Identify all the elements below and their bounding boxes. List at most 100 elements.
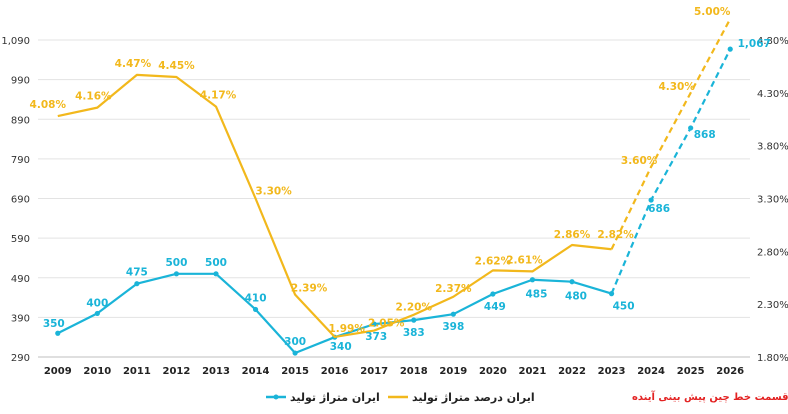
right-axis-tick: 1.80% (757, 353, 788, 364)
data-label-gold: 5.00% (694, 6, 731, 18)
left-axis: 1,090 990 890 790 690 590 490 390 290 (1, 36, 750, 364)
data-label-blue: 400 (86, 297, 108, 309)
data-point-blue (55, 330, 61, 336)
x-tick: 2013 (202, 366, 230, 377)
data-point-blue (529, 277, 536, 283)
x-tick: 2024 (637, 366, 665, 377)
x-tick: 2025 (677, 366, 705, 377)
data-label-blue: 383 (403, 327, 425, 339)
data-point-blue (94, 310, 100, 317)
x-tick: 2010 (83, 366, 111, 377)
forecast-note: قسمت خط چین پیش بینی آینده (632, 390, 788, 403)
x-tick: 2019 (439, 366, 467, 377)
data-labels: 350 400 475 500 500 410 300 340 373 383 398 449 485 4… (30, 6, 771, 353)
data-label-blue: 868 (694, 129, 716, 141)
data-point-blue (134, 281, 140, 287)
left-axis-tick: 390 (11, 313, 30, 324)
data-label-gold: 4.30% (658, 81, 695, 93)
x-tick: 2012 (163, 366, 191, 377)
left-axis-tick: 790 (11, 155, 30, 166)
data-label-gold: 2.20% (396, 302, 433, 314)
x-axis: 2009 2010 2011 2012 2013 2014 2015 2016 2017 2018… (38, 356, 750, 377)
series-forecast-gold (610, 18, 732, 250)
data-label-gold: 2.62% (475, 255, 512, 267)
right-axis-tick: 2.80% (757, 247, 788, 258)
data-label-gold: 1.99% (328, 323, 365, 335)
data-point-blue (648, 197, 654, 203)
x-tick: 2016 (321, 366, 349, 377)
data-label-blue: 449 (484, 301, 506, 313)
data-label-gold: 2.82% (597, 229, 634, 241)
left-axis-tick: 690 (11, 195, 30, 206)
data-point-blue (727, 46, 733, 52)
x-tick: 2018 (400, 366, 428, 377)
data-label-gold: 3.60% (621, 155, 658, 167)
legend-marker-blue (273, 394, 279, 400)
data-label-blue: 410 (245, 292, 267, 304)
right-axis-tick: 3.80% (757, 142, 788, 153)
left-axis-tick: 890 (11, 115, 30, 126)
data-label-blue: 475 (126, 267, 148, 279)
data-label-gold: 2.39% (291, 283, 328, 295)
left-axis-tick: 990 (11, 76, 30, 87)
x-tick: 2009 (44, 366, 72, 377)
data-label-gold: 2.37% (435, 283, 472, 295)
data-label-blue: 480 (565, 291, 587, 303)
right-axis-tick: 4.80% (757, 36, 788, 47)
left-axis-tick: 290 (11, 353, 30, 364)
data-label-blue: 1,067 (738, 38, 771, 50)
x-tick: 2021 (519, 366, 547, 377)
x-tick: 2026 (716, 366, 744, 377)
series-forecast-blue (610, 48, 732, 295)
data-label-gold: 4.16% (75, 91, 112, 103)
data-point-blue (490, 291, 496, 297)
legend-item-production-area: ایران متراژ تولید (290, 391, 380, 404)
left-axis-tick: 590 (11, 234, 30, 245)
right-axis-tick: 2.30% (757, 300, 788, 311)
data-point-blue (213, 271, 219, 277)
x-tick: 2023 (598, 366, 626, 377)
legend-item-production-share: ایران درصد متراژ تولید (412, 391, 535, 404)
data-label-blue: 485 (525, 289, 547, 301)
data-label-blue: 686 (648, 203, 670, 215)
series-line-gold (57, 73, 612, 339)
data-label-blue: 373 (365, 331, 387, 343)
x-tick: 2011 (123, 366, 151, 377)
x-tick: 2020 (479, 366, 507, 377)
data-label-gold: 3.30% (255, 186, 292, 198)
data-label-gold: 2.05% (368, 318, 405, 330)
data-label-gold: 4.45% (158, 60, 195, 72)
x-tick: 2014 (242, 366, 270, 377)
x-tick: 2015 (281, 366, 309, 377)
data-point-blue (252, 306, 259, 313)
data-label-blue: 350 (43, 318, 65, 330)
data-label-gold: 4.17% (200, 90, 237, 102)
data-point-blue (411, 317, 417, 323)
data-label-blue: 340 (330, 341, 352, 353)
x-tick: 2017 (360, 366, 388, 377)
data-label-blue: 450 (613, 301, 635, 313)
legend: ایران متراژ تولید ایران درصد متراژ تولید… (266, 390, 788, 404)
right-axis: 4.80% 4.30% 3.80% 3.30% 2.80% 2.30% 1.80% (757, 36, 788, 364)
data-label-blue: 398 (442, 321, 464, 333)
data-point-blue (569, 279, 575, 285)
data-point-blue (688, 125, 694, 131)
data-point-blue (608, 291, 615, 297)
data-point-blue (371, 321, 377, 327)
left-axis-tick: 1,090 (1, 36, 30, 47)
right-axis-tick: 3.30% (757, 195, 788, 206)
data-label-gold: 2.61% (506, 254, 543, 266)
data-point-blue (292, 350, 298, 356)
data-label-gold: 4.47% (115, 58, 152, 70)
series-layer (55, 18, 733, 356)
right-axis-tick: 4.30% (757, 89, 788, 100)
data-point-blue (450, 311, 456, 317)
data-label-blue: 500 (165, 257, 187, 269)
data-label-gold: 4.08% (30, 99, 67, 111)
x-tick: 2022 (558, 366, 586, 377)
data-label-blue: 300 (284, 336, 306, 348)
data-label-gold: 2.86% (554, 229, 591, 241)
data-label-blue: 500 (205, 257, 227, 269)
data-point-blue (173, 271, 180, 277)
